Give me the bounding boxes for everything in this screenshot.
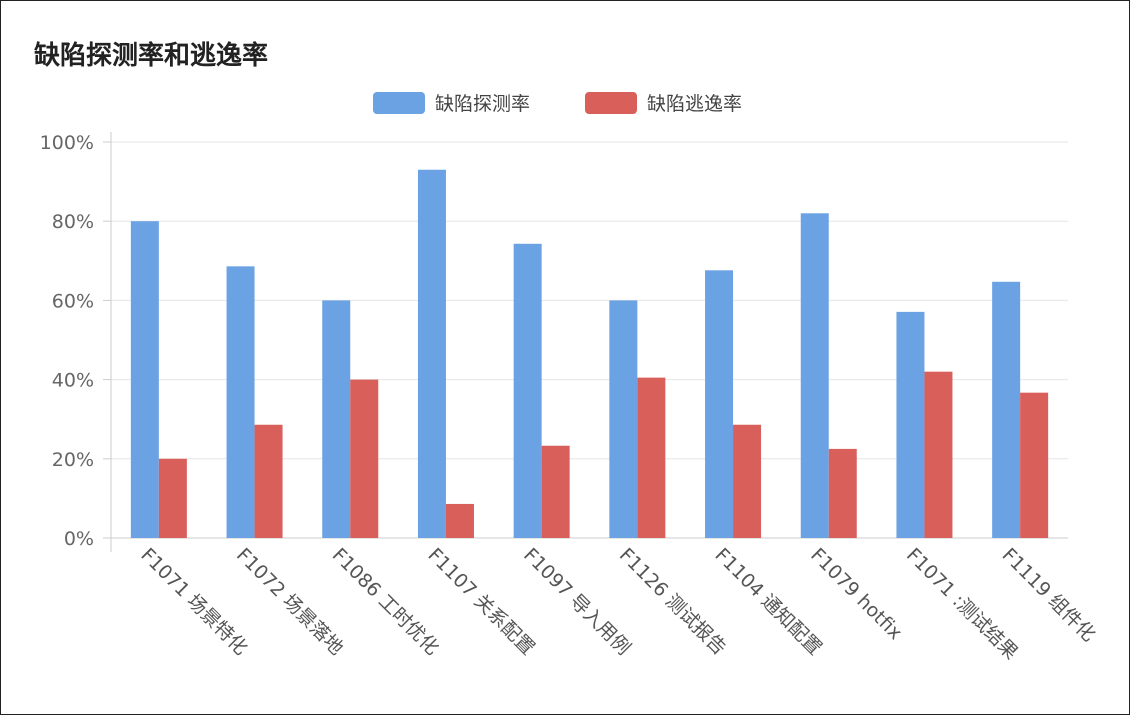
legend-swatch-2[interactable]: [585, 92, 637, 114]
bar-escape-rate[interactable]: [350, 380, 378, 538]
bar-escape-rate[interactable]: [542, 446, 570, 538]
legend-label-1[interactable]: 缺陷探测率: [435, 93, 530, 115]
bar-detection-rate[interactable]: [227, 266, 255, 538]
bar-detection-rate[interactable]: [609, 300, 637, 538]
legend-swatch-1[interactable]: [373, 92, 425, 114]
legend-label-2[interactable]: 缺陷逃逸率: [647, 93, 742, 115]
bar-detection-rate[interactable]: [801, 213, 829, 538]
y-tick-label: 0%: [64, 528, 94, 550]
bar-escape-rate[interactable]: [637, 378, 665, 538]
x-tick-label: F1079 hotfix: [806, 544, 906, 644]
y-tick-label: 100%: [40, 132, 94, 154]
bar-escape-rate[interactable]: [159, 459, 187, 538]
bar-escape-rate[interactable]: [829, 449, 857, 538]
bar-detection-rate[interactable]: [131, 221, 159, 538]
y-tick-label: 40%: [52, 370, 94, 392]
bar-detection-rate[interactable]: [992, 282, 1020, 538]
y-tick-label: 60%: [52, 290, 94, 312]
bar-detection-rate[interactable]: [705, 270, 733, 538]
bar-detection-rate[interactable]: [514, 244, 542, 538]
y-tick-label: 80%: [52, 211, 94, 233]
bar-escape-rate[interactable]: [733, 425, 761, 538]
bar-escape-rate[interactable]: [1020, 393, 1048, 538]
bar-detection-rate[interactable]: [896, 312, 924, 538]
y-tick-label: 20%: [52, 449, 94, 471]
bar-detection-rate[interactable]: [322, 300, 350, 538]
bar-escape-rate[interactable]: [924, 372, 952, 538]
bar-escape-rate[interactable]: [446, 504, 474, 538]
bar-detection-rate[interactable]: [418, 170, 446, 538]
x-tick-label: F1119 组件化: [998, 544, 1100, 646]
bar-escape-rate[interactable]: [255, 425, 283, 538]
